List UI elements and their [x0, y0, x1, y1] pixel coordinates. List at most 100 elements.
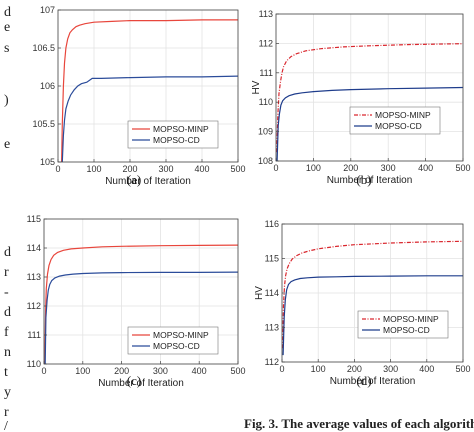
figure-caption-fragment: Fig. 3. The average values of each algor… [244, 416, 474, 431]
series-line-mopso-cd [61, 75, 239, 163]
margin-text-fragment: e [4, 137, 10, 152]
chart-panel-c: 0 100 200 300 400 500 110 111 112 113 114 115 Number… [27, 214, 246, 389]
y-axis-label: HV [254, 286, 265, 300]
margin-text-fragment: r [4, 265, 9, 280]
y-tick-label: 109 [258, 127, 273, 137]
legend-label: MOPSO-CD [383, 325, 430, 335]
margin-text-fragment: d [4, 305, 11, 320]
margin-text-fragment: d [4, 5, 11, 20]
series-line-mopso-minp [282, 240, 464, 349]
charts-group: 0 100 200 300 400 500 105 105.5 106 106.5 107 Numbe… [27, 5, 471, 389]
margin-text-fragment: - [4, 285, 9, 300]
legend-box [357, 310, 449, 339]
legend-box [127, 326, 219, 355]
margin-text-fragment: d [4, 245, 11, 260]
legend-label: MOPSO-CD [375, 121, 422, 131]
chart-panel-a: 0 100 200 300 400 500 105 105.5 106 106.5 107 Numbe… [32, 5, 245, 187]
series-line-mopso-minp [61, 19, 238, 163]
panel-caption: (a) [127, 172, 141, 187]
series-line-mopso-cd [282, 275, 463, 356]
x-tick-label: 500 [230, 366, 245, 376]
axes-box [43, 218, 239, 365]
x-tick-label: 300 [383, 364, 398, 374]
margin-text-fragment: ) [4, 93, 9, 108]
x-axis-label: Number of Iteration [330, 376, 416, 387]
x-tick-label: 400 [418, 163, 433, 173]
y-tick-label: 114 [27, 243, 41, 253]
y-tick-label: 110 [27, 359, 41, 369]
y-tick-label: 112 [265, 357, 279, 367]
series-line-mopso-minp [44, 244, 239, 365]
y-tick-label: 105 [40, 157, 55, 167]
y-tick-label: 110 [259, 97, 273, 107]
legend-label: MOPSO-MINP [153, 124, 209, 134]
x-tick-label: 100 [306, 163, 321, 173]
x-tick-label: 0 [41, 366, 46, 376]
y-tick-label: 113 [265, 323, 279, 333]
x-tick-label: 400 [194, 164, 209, 174]
y-tick-label: 113 [27, 272, 41, 282]
x-tick-label: 300 [381, 163, 396, 173]
margin-text-fragment: t [4, 365, 8, 380]
legend-box [127, 120, 219, 149]
y-tick-label: 113 [259, 9, 273, 19]
y-tick-label: 115 [265, 254, 279, 264]
series-line-mopso-cd [44, 271, 239, 365]
y-tick-label: 111 [27, 330, 41, 340]
x-axis-label: Number of Iteration [327, 175, 413, 186]
x-tick-label: 500 [455, 163, 470, 173]
x-tick-label: 0 [279, 364, 284, 374]
margin-text-fragment: y [4, 385, 11, 400]
y-tick-label: 107 [40, 5, 55, 15]
x-tick-label: 500 [230, 164, 245, 174]
x-tick-label: 100 [75, 366, 90, 376]
x-tick-label: 500 [455, 364, 470, 374]
legend-label: MOPSO-MINP [153, 330, 209, 340]
y-tick-label: 116 [265, 219, 279, 229]
panel-caption: (b) [356, 172, 371, 187]
margin-text-fragment: r [4, 405, 9, 420]
legend-label: MOPSO-CD [153, 135, 200, 145]
legend-label: MOPSO-MINP [383, 314, 439, 324]
x-tick-label: 0 [273, 163, 278, 173]
x-tick-label: 200 [114, 366, 129, 376]
y-tick-label: 111 [259, 68, 273, 78]
y-tick-label: 112 [27, 301, 41, 311]
series-line-mopso-cd [276, 86, 464, 162]
y-tick-label: 108 [258, 156, 273, 166]
margin-text-fragment: e [4, 20, 10, 35]
x-tick-label: 100 [86, 164, 101, 174]
margin-text-fragment: f [4, 325, 9, 340]
legend-label: MOPSO-CD [153, 341, 200, 351]
panel-caption: (c) [127, 373, 141, 388]
x-tick-label: 0 [55, 164, 60, 174]
panel-caption: (d) [356, 373, 371, 388]
y-tick-label: 114 [265, 288, 279, 298]
y-tick-label: 115 [27, 214, 41, 224]
x-tick-label: 400 [419, 364, 434, 374]
x-tick-label: 200 [122, 164, 137, 174]
chart-panel-d: 0 100 200 300 400 500 112 113 114 115 116 Number of… [254, 219, 471, 388]
y-tick-label: 106 [40, 81, 55, 91]
margin-text-fragment: n [4, 345, 11, 360]
margin-text-fragment: / [4, 419, 8, 432]
x-tick-label: 200 [347, 364, 362, 374]
x-tick-label: 300 [153, 366, 168, 376]
legend-box [349, 106, 441, 135]
margin-text-fragment: s [4, 41, 9, 56]
x-tick-label: 200 [343, 163, 358, 173]
x-axis-label: Number of Iteration [105, 176, 191, 187]
x-tick-label: 400 [192, 366, 207, 376]
chart-panel-b: 0 100 200 300 400 500 108 109 110 111 112 113 Number… [251, 9, 471, 187]
y-axis-label: HV [251, 80, 262, 94]
y-tick-label: 112 [259, 38, 273, 48]
x-axis-label: Number of Iteration [98, 378, 184, 389]
axes-box [275, 13, 464, 162]
y-tick-label: 106.5 [32, 43, 55, 53]
